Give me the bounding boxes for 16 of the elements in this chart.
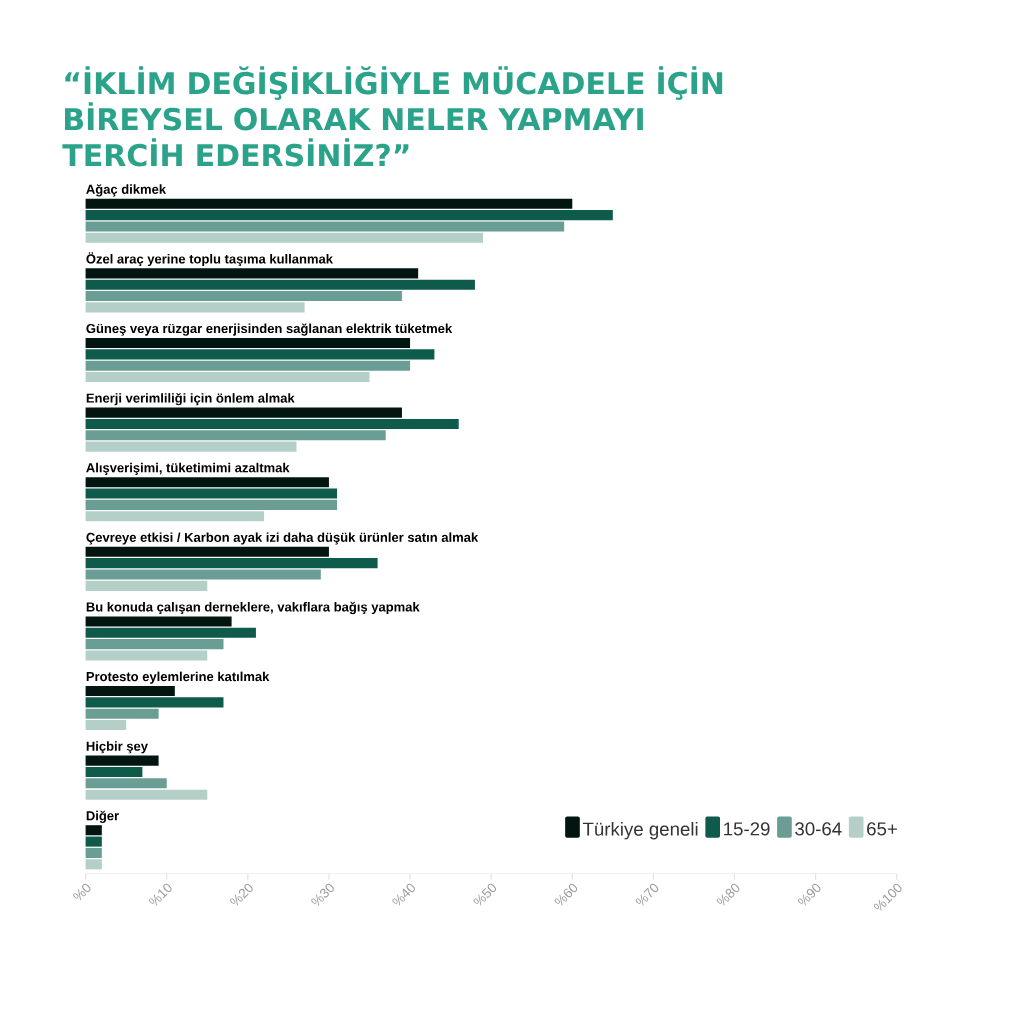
legend-label: 15-29 <box>724 822 770 836</box>
y-tick-label: Ağaç dikmek <box>86 184 167 197</box>
legend-label: Türkiye geneli <box>582 822 698 840</box>
y-tick-label: Güneş veya rüzgar enerjisinden sağlanan elektrik tüketmek <box>86 323 453 336</box>
y-tick-label: Çevreye etkisi / Karbon ayak izi daha düşük ürünler satın almak <box>86 532 479 545</box>
y-tick-label: Diğer <box>86 810 119 823</box>
y-tick-label: Alışverişimi, tüketimimi azaltmak <box>86 462 290 475</box>
legend-label: 65+ <box>867 822 897 836</box>
y-tick-label: Enerji verimliliği için önlem almak <box>86 393 295 406</box>
x-tick-label: %0 <box>73 883 91 901</box>
y-tick-label: Protesto eylemlerine katılmak <box>86 671 270 684</box>
y-tick-label: Hiçbir şey <box>86 741 148 754</box>
y-tick-label: Özel araç yerine toplu taşıma kullanmak <box>86 252 333 267</box>
y-tick-label: Bu konuda çalışan derneklere, vakıflara bağış yapmak <box>86 601 420 615</box>
chart-title: “İKLİM DEĞİŞİKLİĞİYLE MÜCADELE İÇİN BİREYSEL OLARAK NELER YAPMAYI TERCİH EDERSİNİZ?” <box>62 66 723 167</box>
legend-label: 30-64 <box>795 822 842 836</box>
